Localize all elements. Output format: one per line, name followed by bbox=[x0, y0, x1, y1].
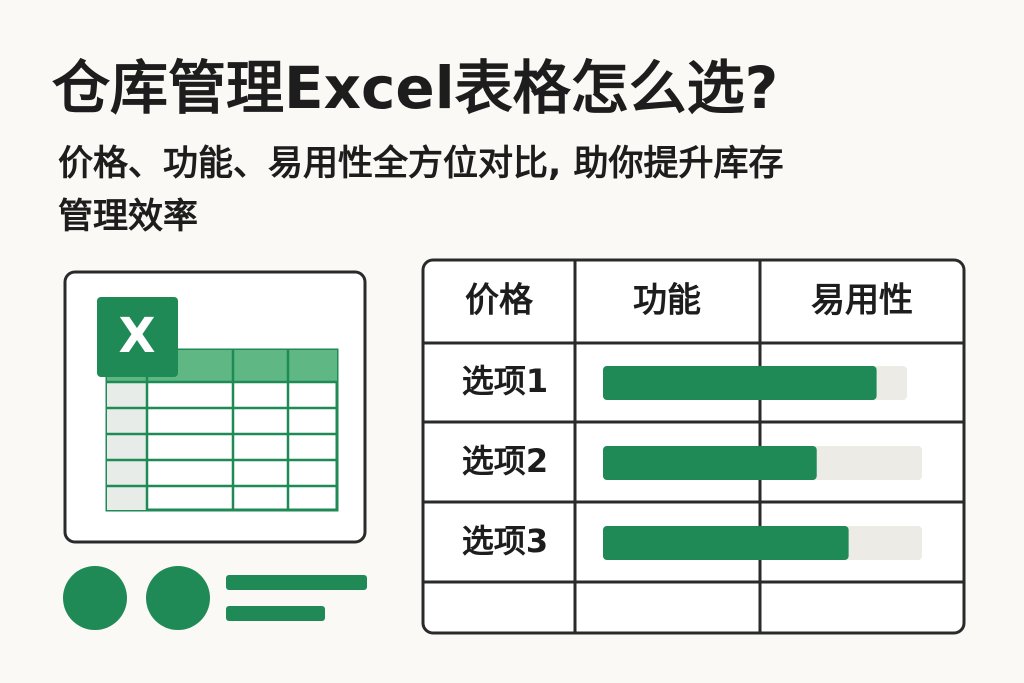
subtitle-line: 价格、功能、易用性全方位对比, 助你提升库存 bbox=[58, 143, 783, 184]
icon-letter: X bbox=[118, 308, 155, 364]
column-header: 价格 bbox=[465, 281, 534, 321]
avatar-dot bbox=[146, 566, 210, 630]
subtitle-line: 管理效率 bbox=[58, 197, 198, 237]
bar bbox=[603, 526, 849, 560]
row-label: 选项1 bbox=[462, 362, 548, 400]
table-lines bbox=[423, 260, 964, 633]
title: 仓库管理Excel表格怎么选? bbox=[52, 54, 778, 122]
column-header: 易用性 bbox=[811, 281, 913, 321]
text-line bbox=[226, 606, 325, 621]
sheet-rowhead bbox=[107, 382, 147, 510]
spreadsheet-card: X bbox=[63, 270, 367, 544]
excel-icon bbox=[97, 297, 178, 377]
column-header: 功能 bbox=[633, 281, 701, 321]
row-label: 选项3 bbox=[462, 522, 548, 560]
bar bbox=[603, 446, 817, 480]
avatar-dot bbox=[63, 566, 127, 630]
row-label: 选项2 bbox=[462, 442, 548, 480]
text-line bbox=[226, 575, 367, 590]
bar bbox=[603, 366, 877, 400]
